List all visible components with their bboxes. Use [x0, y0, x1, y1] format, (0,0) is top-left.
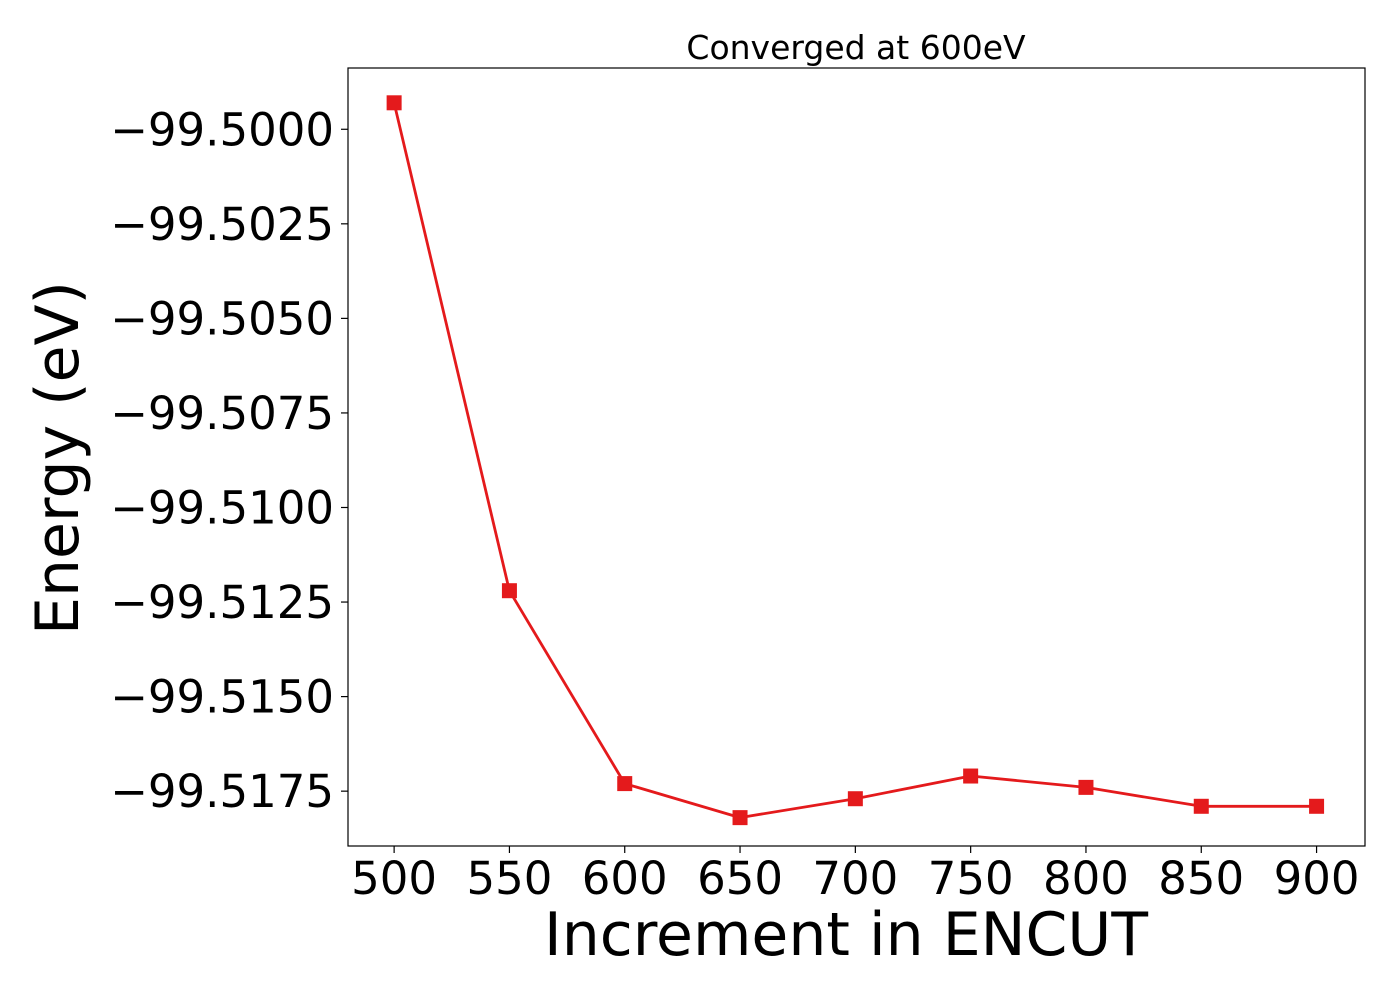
- x-tick-label: 550: [466, 852, 552, 905]
- y-axis-label: Energy (eV): [23, 281, 93, 635]
- data-point-marker: [732, 810, 748, 826]
- x-tick-label: 650: [697, 852, 783, 905]
- y-tick-label: −99.5025: [110, 198, 334, 251]
- x-tick-label: 700: [812, 852, 898, 905]
- x-tick-label: 750: [928, 852, 1014, 905]
- series-layer: [386, 95, 1325, 826]
- data-point-marker: [963, 768, 979, 784]
- data-point-marker: [847, 791, 863, 807]
- chart-title: Converged at 600eV: [686, 28, 1026, 67]
- y-axis-ticks: −99.5000 −99.5025 −99.5050 −99.5075 −99.5100…: [110, 103, 348, 818]
- series-line: [392, 102, 1317, 819]
- x-tick-label: 600: [582, 852, 668, 905]
- data-point-marker: [1078, 779, 1094, 795]
- x-axis-ticks: 500 550 600 650 700 750 800 850 900: [351, 846, 1360, 905]
- x-tick-label: 850: [1158, 852, 1244, 905]
- x-tick-label: 500: [351, 852, 437, 905]
- y-tick-label: −99.5150: [110, 671, 334, 724]
- y-tick-label: −99.5100: [110, 481, 334, 534]
- y-tick-label: −99.5175: [110, 765, 334, 818]
- y-tick-label: −99.5050: [110, 292, 334, 345]
- x-axis-label: Increment in ENCUT: [544, 900, 1148, 970]
- y-tick-label: −99.5000: [110, 103, 334, 156]
- data-point-marker: [386, 95, 402, 111]
- x-tick-label: 800: [1043, 852, 1129, 905]
- data-point-marker: [1309, 798, 1325, 814]
- y-tick-label: −99.5125: [110, 576, 334, 629]
- data-point-marker: [501, 583, 517, 599]
- data-point-marker: [617, 776, 633, 792]
- y-tick-label: −99.5075: [110, 387, 334, 440]
- data-point-marker: [1193, 798, 1209, 814]
- plot-area-frame: [347, 67, 1366, 847]
- x-tick-label: 900: [1274, 852, 1360, 905]
